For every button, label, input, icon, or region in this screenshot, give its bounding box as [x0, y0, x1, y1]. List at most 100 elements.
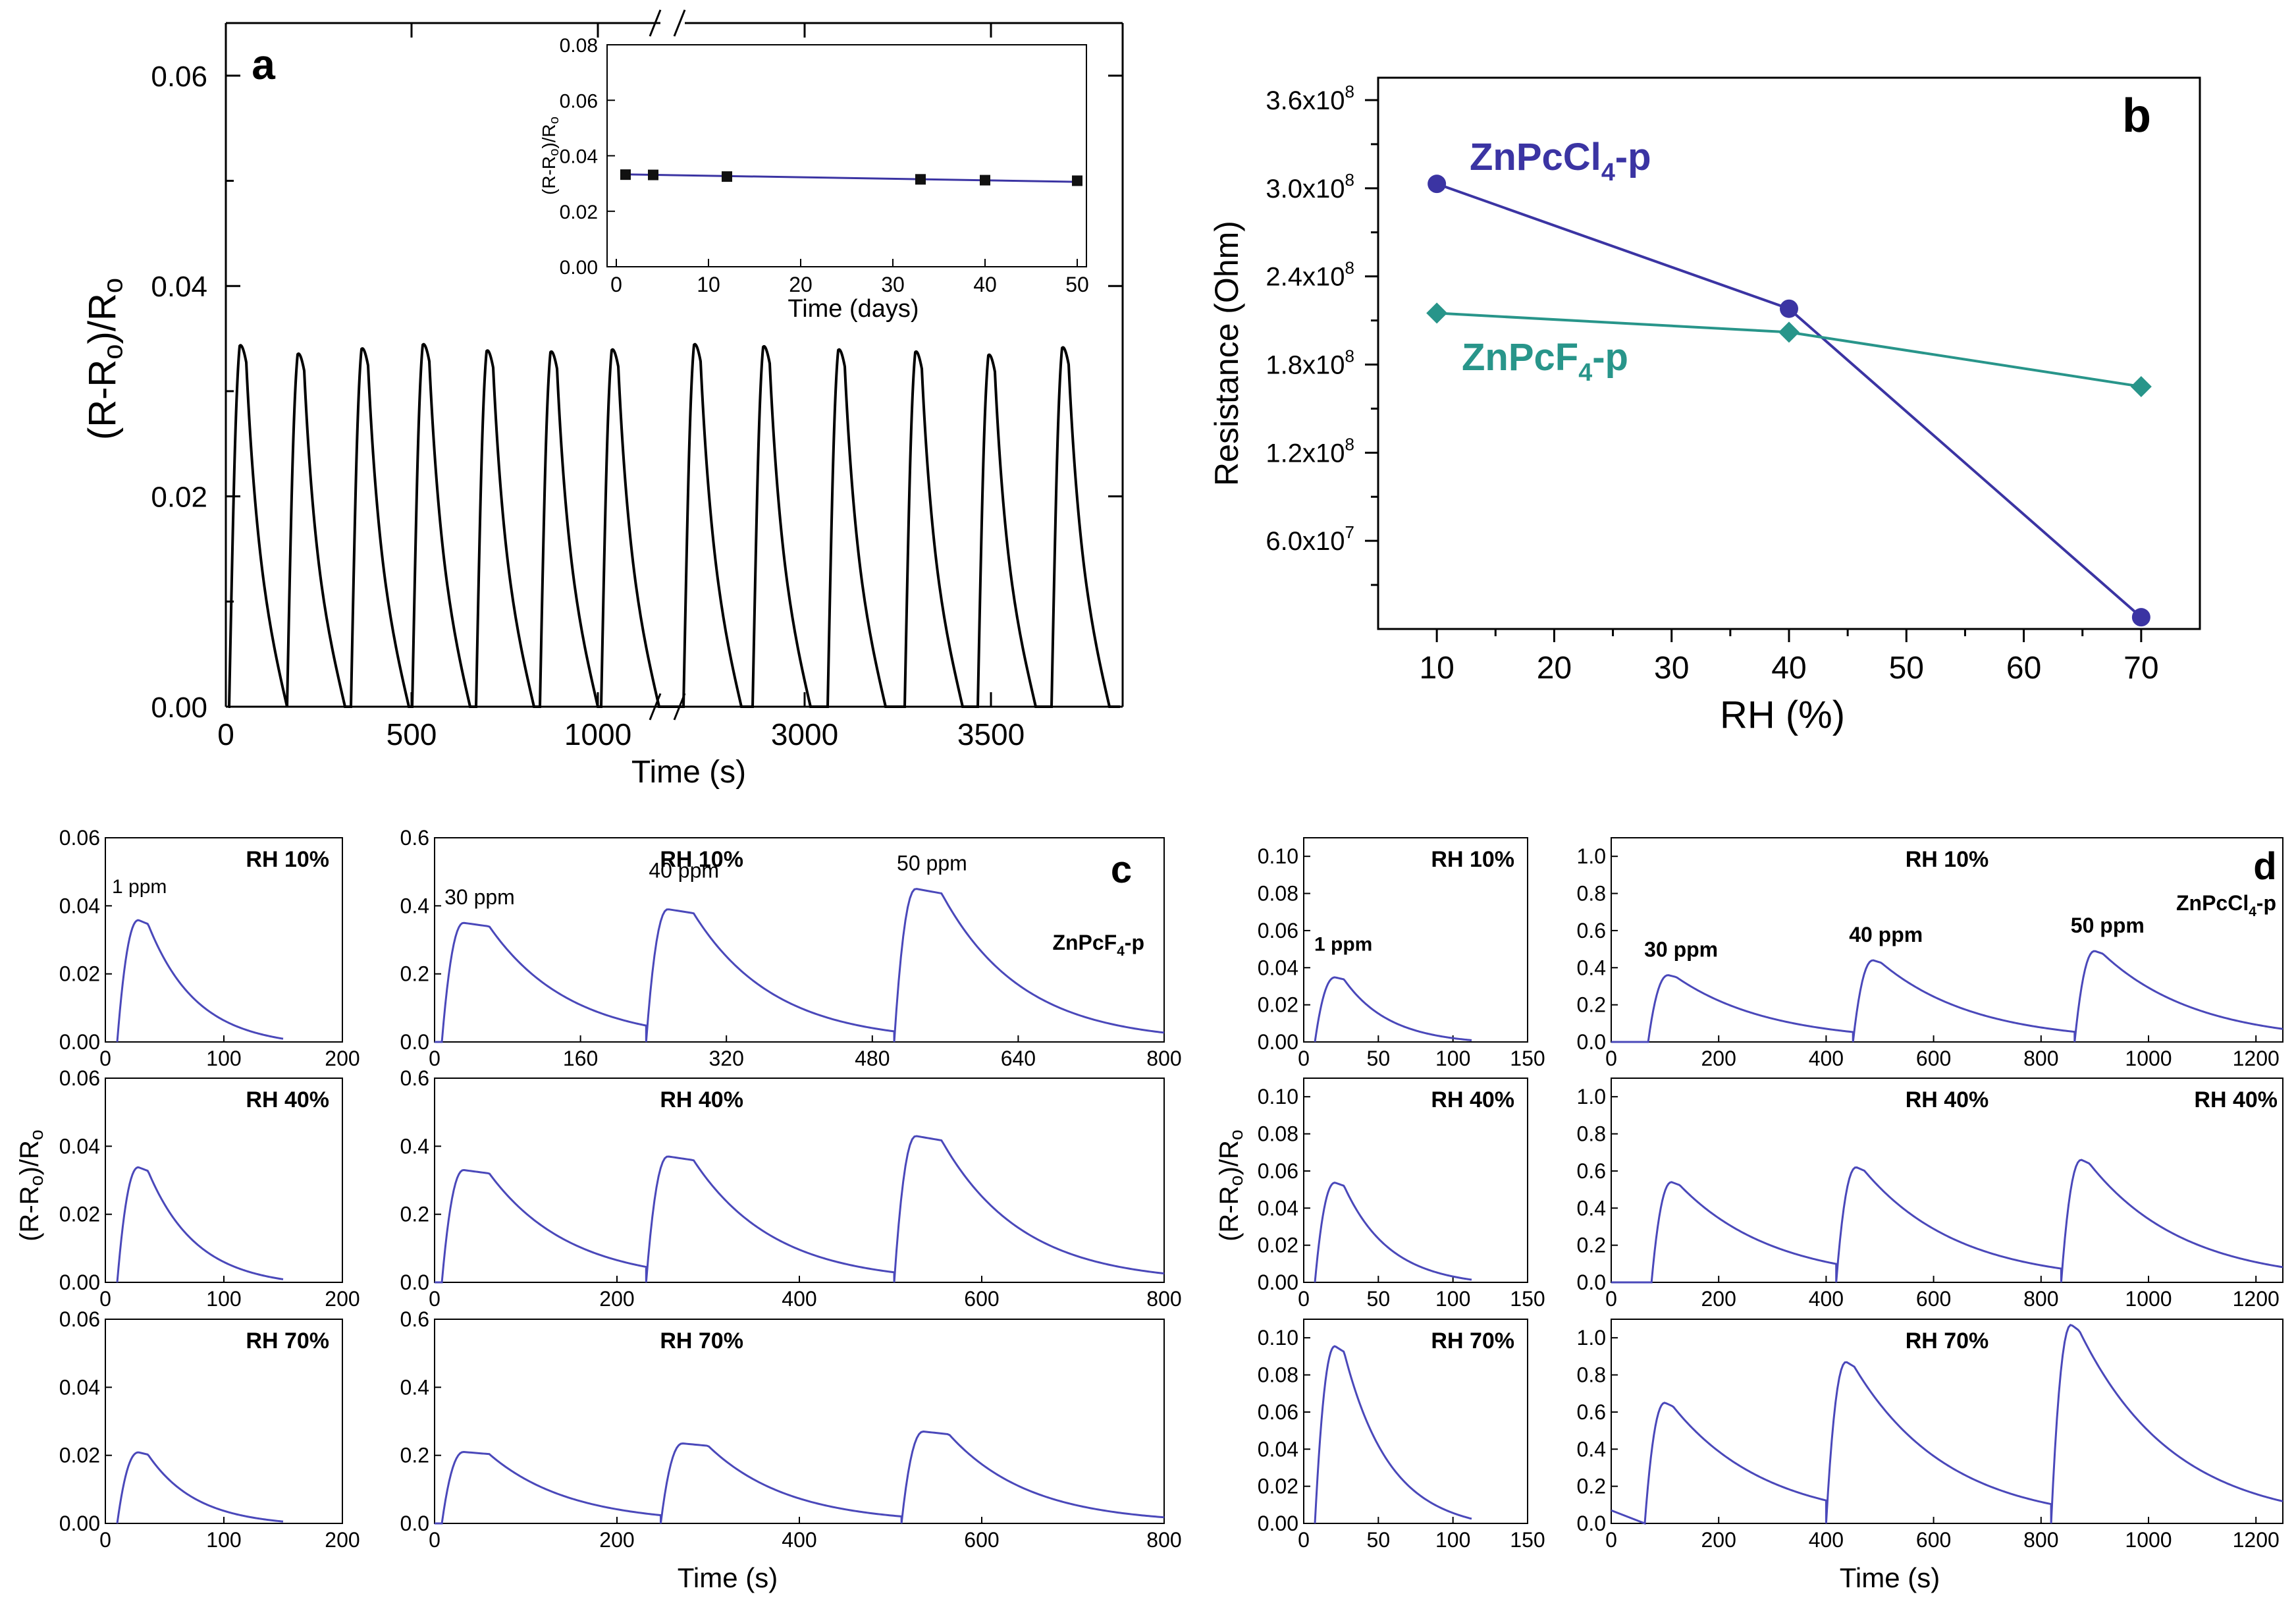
y-tick-label: 0.00: [1258, 1270, 1298, 1294]
large-plot-frame: [434, 1078, 1165, 1283]
x-axis-label: Time (s): [678, 1562, 778, 1593]
rh-label: RH 40%: [1906, 1087, 1989, 1112]
x-tick-label: 150: [1510, 1528, 1545, 1552]
panel-label-c: c: [1111, 848, 1132, 891]
x-tick-label: 20: [1537, 651, 1572, 686]
axis-break-mark: [649, 9, 662, 37]
inset-x-tick-label: 0: [610, 273, 622, 296]
y-tick-label: 2.4x108: [1266, 258, 1354, 292]
x-tick-label: 800: [1146, 1528, 1181, 1552]
rh-label: RH 40%: [1431, 1087, 1514, 1112]
axis-break-mark: [673, 9, 686, 37]
rh-label: RH 70%: [1906, 1328, 1989, 1353]
rh-label: RH 70%: [246, 1328, 329, 1353]
inset-data-point: [722, 171, 732, 182]
y-tick-label: 0.00: [151, 692, 207, 724]
trace-line: [1314, 1182, 1472, 1283]
data-point-diamond: [2130, 375, 2152, 397]
y-tick-base: 1.2x10: [1266, 439, 1345, 468]
y-tick-exponent: 8: [1345, 258, 1354, 278]
y-tick-label: 0.04: [59, 1134, 100, 1158]
y-tick-label: 0.0: [400, 1030, 429, 1054]
compound-subscript: 4: [1601, 158, 1615, 186]
y-axis-label-part: o: [547, 117, 562, 124]
compound-name: ZnPcF: [1052, 931, 1117, 954]
x-tick-label: 0: [1298, 1528, 1310, 1552]
x-tick-label: 0: [1298, 1287, 1310, 1311]
y-tick-label: 0.8: [1577, 1363, 1606, 1387]
y-tick-label: 0.02: [1258, 993, 1298, 1017]
y-tick-label: 1.0: [1577, 1326, 1606, 1350]
concentration-label: 50 ppm: [2071, 914, 2145, 937]
y-tick-label: 0.02: [1258, 1234, 1298, 1257]
x-tick-label: 3500: [957, 717, 1025, 751]
x-tick-label: 200: [325, 1528, 360, 1552]
y-axis-label-part: o: [26, 1130, 47, 1140]
y-tick-label: 0.6: [400, 1307, 429, 1331]
y-axis-label-part: )/R: [539, 124, 559, 148]
y-tick-label: 1.2x108: [1266, 434, 1354, 468]
y-tick-label: 0.6: [1577, 919, 1606, 942]
y-tick-label: 0.2: [1577, 1234, 1606, 1257]
y-tick-label: 1.0: [1577, 844, 1606, 868]
concentration-label: 50 ppm: [897, 852, 967, 875]
y-tick-label: 0.06: [1258, 1400, 1298, 1424]
data-point-diamond: [1426, 302, 1448, 324]
x-tick-label: 400: [782, 1528, 816, 1552]
x-tick-label: 3000: [771, 717, 838, 751]
inset-x-axis-label: Time (days): [788, 295, 919, 323]
data-point-circle: [2131, 608, 2150, 627]
concentration-label: 1 ppm: [112, 876, 167, 898]
inset-data-point: [648, 169, 658, 180]
compound-suffix: -p: [1615, 136, 1651, 178]
x-tick-label: 0: [429, 1528, 441, 1552]
x-tick-label: 600: [1916, 1047, 1951, 1070]
y-tick-label: 0.06: [151, 61, 207, 93]
inset-x-tick-label: 30: [881, 273, 905, 296]
x-tick-label: 400: [1809, 1287, 1844, 1311]
y-tick-label: 0.2: [400, 962, 429, 986]
x-tick-label: 400: [1809, 1528, 1844, 1552]
y-tick-label: 0.04: [1258, 956, 1298, 979]
y-tick-exponent: 8: [1345, 170, 1354, 190]
inset-y-tick-label: 0.04: [560, 146, 598, 168]
y-tick-label: 0.04: [1258, 1196, 1298, 1220]
inset-data-point: [980, 175, 990, 186]
compound-name: ZnPcCl: [1470, 136, 1601, 178]
compound-name: ZnPcF: [1462, 336, 1578, 379]
trace-line: [1611, 1159, 2283, 1284]
y-axis-label: (R-Ro)/Ro: [81, 278, 128, 440]
x-axis-label: Time (s): [631, 755, 746, 790]
y-tick-exponent: 7: [1345, 522, 1354, 542]
x-tick-label: 70: [2123, 651, 2158, 686]
trace-line: [1611, 1323, 2283, 1525]
y-tick-label: 3.6x108: [1266, 82, 1354, 115]
y-tick-label: 0.08: [1258, 882, 1298, 906]
y-tick-label: 0.6: [400, 826, 429, 850]
x-tick-label: 200: [1701, 1287, 1736, 1311]
inset-y-tick-label: 0.06: [560, 90, 598, 112]
y-tick-label: 0.0: [400, 1270, 429, 1294]
data-point-circle: [1780, 299, 1798, 318]
x-tick-label: 100: [206, 1528, 241, 1552]
y-axis-label-part: (R-R: [81, 360, 124, 440]
y-axis-label-part: o: [26, 1175, 47, 1186]
x-tick-label: 0: [1605, 1528, 1617, 1552]
x-tick-label: 400: [782, 1287, 816, 1311]
axis-break-mark: [649, 693, 662, 721]
rh-label: RH 40%: [246, 1087, 329, 1112]
trace-line: [435, 1430, 1165, 1525]
y-tick-label: 0.00: [1258, 1030, 1298, 1054]
concentration-label: 1 ppm: [1314, 933, 1372, 955]
y-tick-label: 0.00: [1258, 1512, 1298, 1535]
x-tick-label: 600: [964, 1287, 999, 1311]
x-tick-label: 800: [1146, 1047, 1181, 1070]
y-tick-label: 0.06: [59, 1066, 100, 1090]
y-tick-base: 3.6x10: [1266, 86, 1345, 115]
series-line-0: [1436, 182, 2143, 618]
x-tick-label: 0: [99, 1528, 111, 1552]
compound-subscript: 4: [1117, 944, 1125, 959]
y-tick-label: 0.08: [1258, 1122, 1298, 1146]
x-tick-label: 800: [2023, 1047, 2058, 1070]
y-tick-label: 0.8: [1577, 1122, 1606, 1146]
